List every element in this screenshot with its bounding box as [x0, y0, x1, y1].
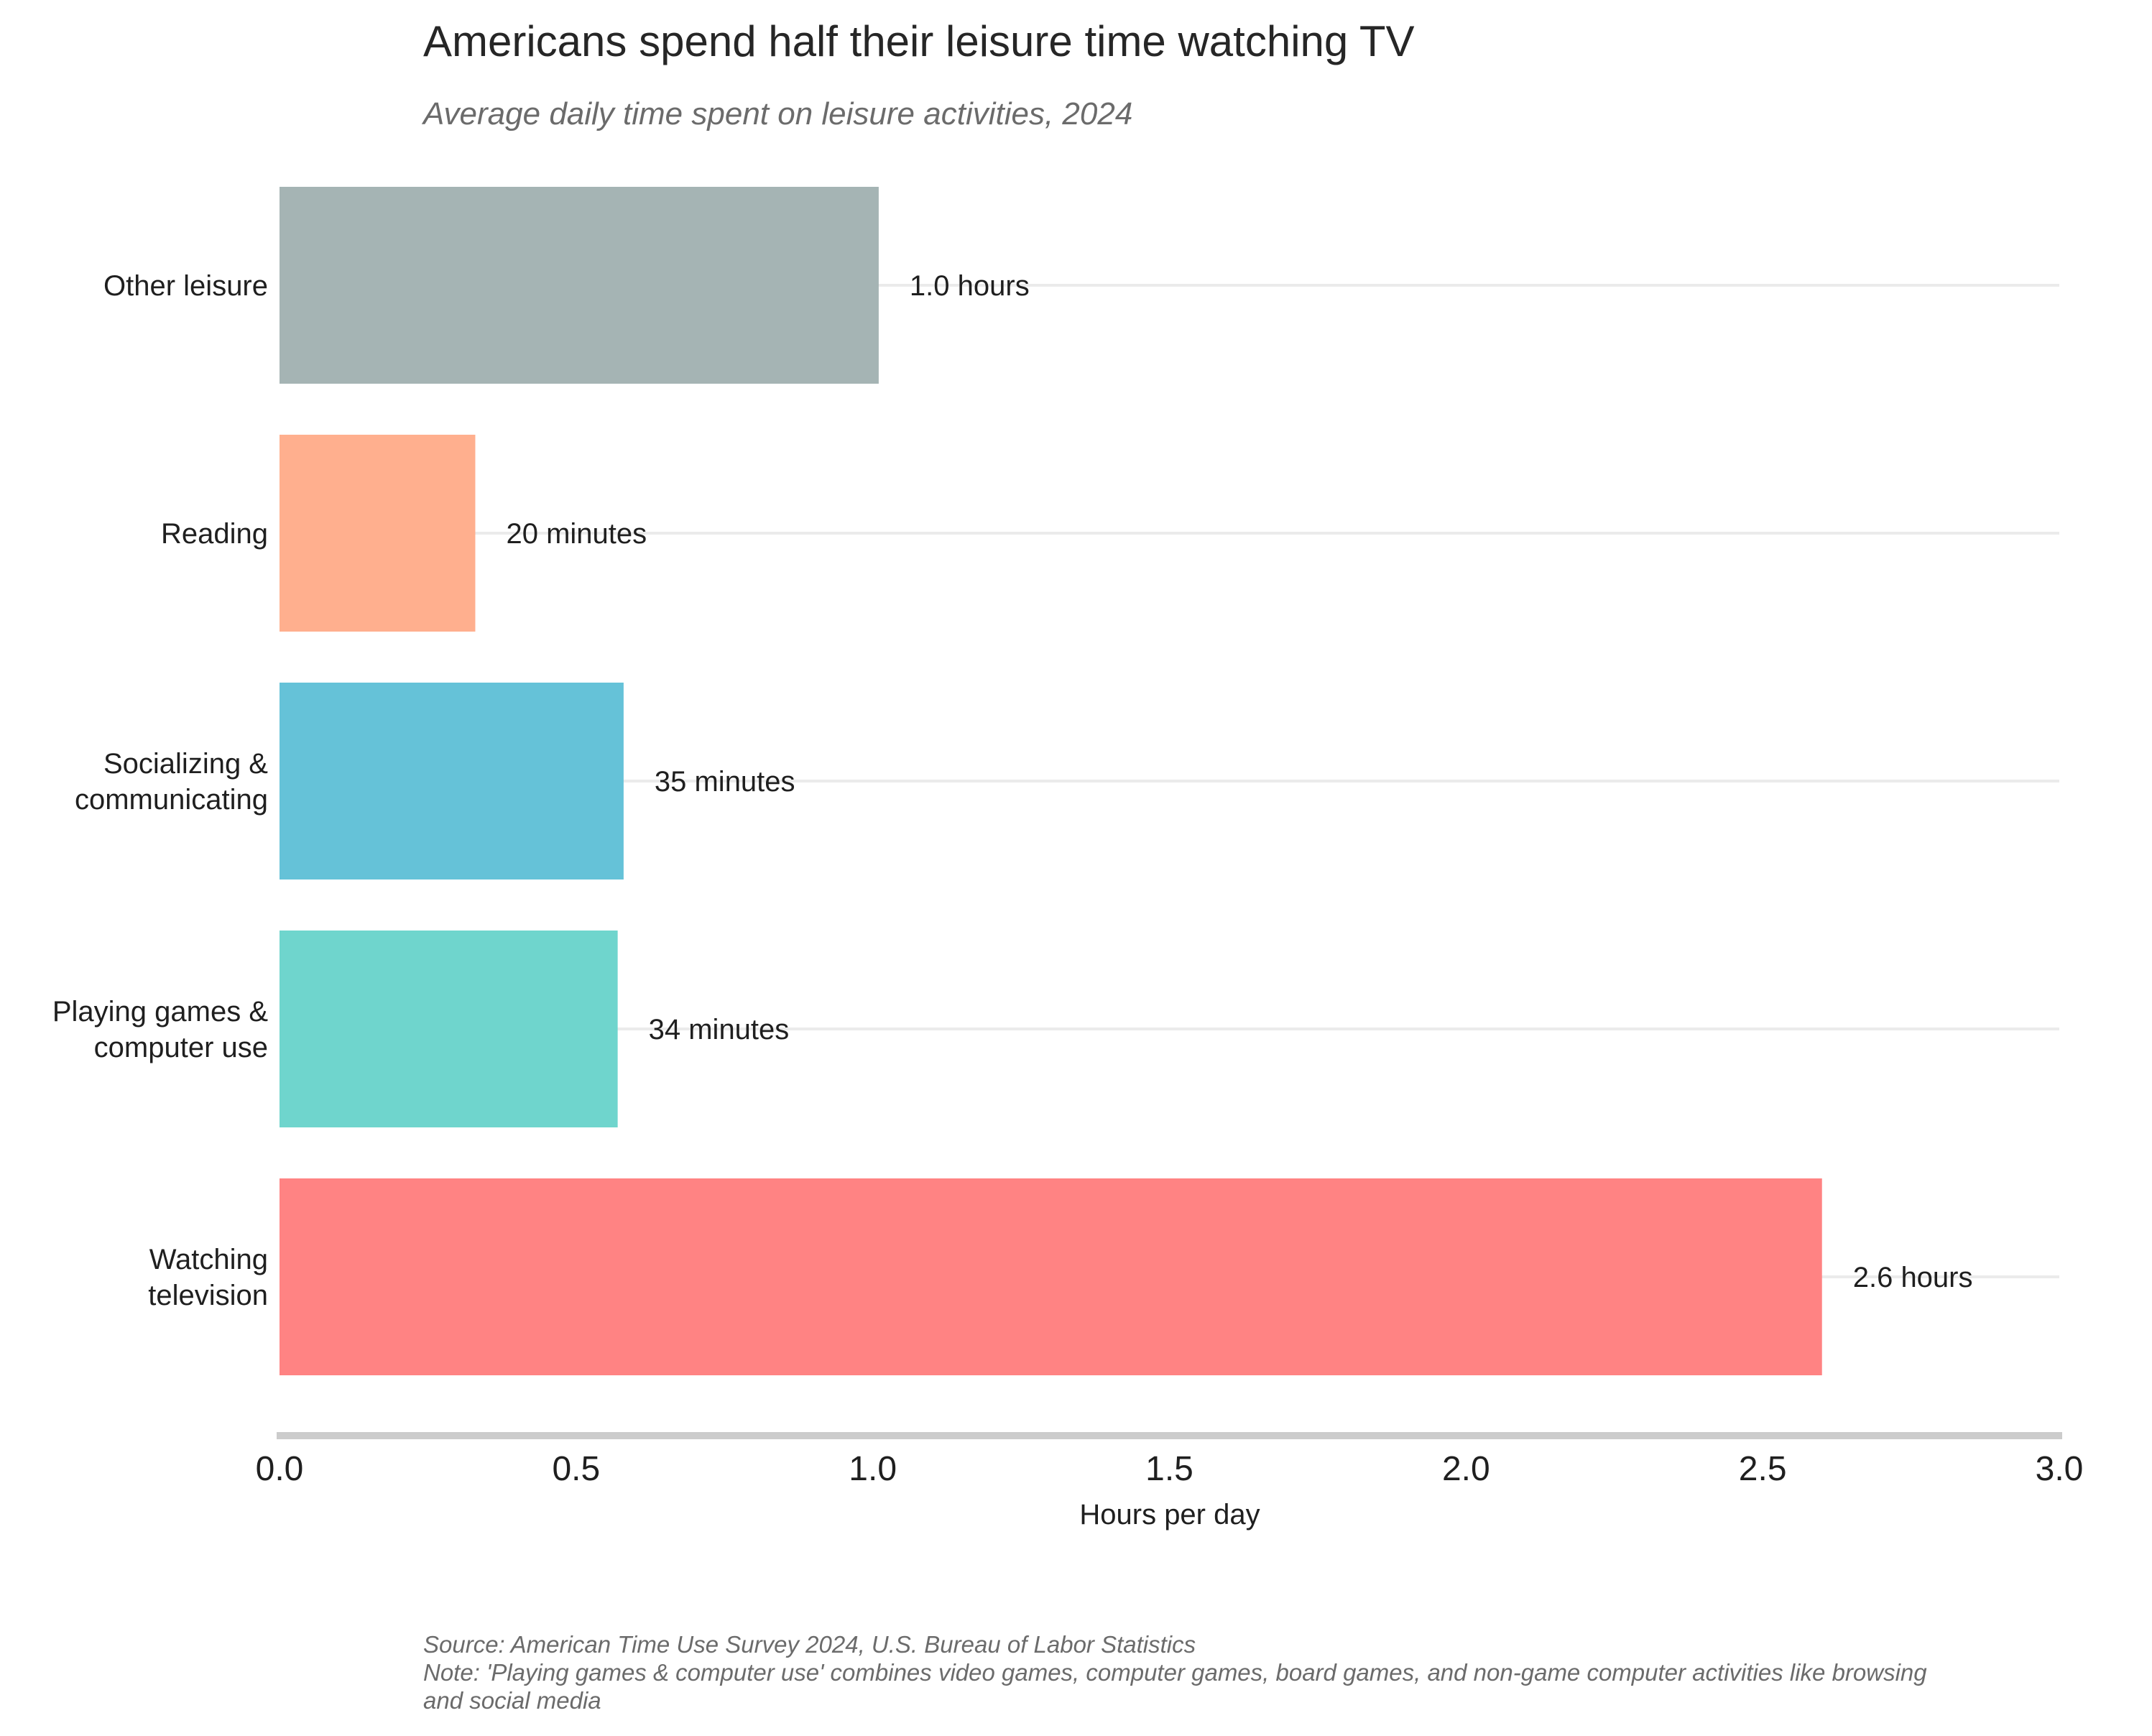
note-line-1: Note: 'Playing games & computer use' com…	[423, 1659, 1927, 1686]
bars	[280, 187, 1822, 1375]
x-tick-labels: 0.0 0.5 1.0 1.5 2.0 2.5 3.0	[256, 1450, 2084, 1488]
x-axis-title: Hours per day	[1079, 1499, 1260, 1530]
bar	[280, 187, 879, 384]
x-tick-label: 0.5	[552, 1450, 600, 1488]
category-label: Socializing &	[103, 748, 268, 780]
category-label: Reading	[161, 518, 268, 550]
value-label: 2.6 hours	[1853, 1262, 1973, 1293]
x-tick-label: 3.0	[2036, 1450, 2084, 1488]
category-label: television	[148, 1280, 268, 1311]
category-label: Watching	[149, 1244, 268, 1275]
bar	[280, 683, 624, 879]
x-tick-label: 2.0	[1442, 1450, 1490, 1488]
category-label: computer use	[94, 1032, 268, 1063]
category-label: Other leisure	[103, 270, 268, 302]
source-note: Source: American Time Use Survey 2024, U…	[423, 1631, 1196, 1658]
value-label: 1.0 hours	[910, 270, 1030, 302]
chart-title: Americans spend half their leisure time …	[423, 17, 1415, 65]
value-label: 35 minutes	[655, 766, 795, 798]
category-labels: Other leisure Reading Socializing & communi…	[52, 270, 268, 1311]
value-label: 20 minutes	[506, 518, 647, 550]
x-tick-label: 0.0	[256, 1450, 304, 1488]
x-tick-label: 1.0	[849, 1450, 897, 1488]
x-axis-line	[277, 1432, 2062, 1439]
chart-subtitle: Average daily time spent on leisure acti…	[421, 96, 1132, 131]
bar	[280, 435, 476, 632]
value-labels: 1.0 hours 20 minutes 35 minutes 34 minutes 2…	[506, 270, 1972, 1293]
note-line-2: and social media	[423, 1687, 601, 1714]
category-label: Playing games &	[52, 996, 268, 1028]
bar	[280, 1178, 1822, 1375]
x-tick-label: 1.5	[1145, 1450, 1193, 1488]
value-label: 34 minutes	[649, 1014, 790, 1045]
bar	[280, 931, 618, 1127]
category-label: communicating	[75, 784, 268, 816]
x-tick-label: 2.5	[1739, 1450, 1787, 1488]
